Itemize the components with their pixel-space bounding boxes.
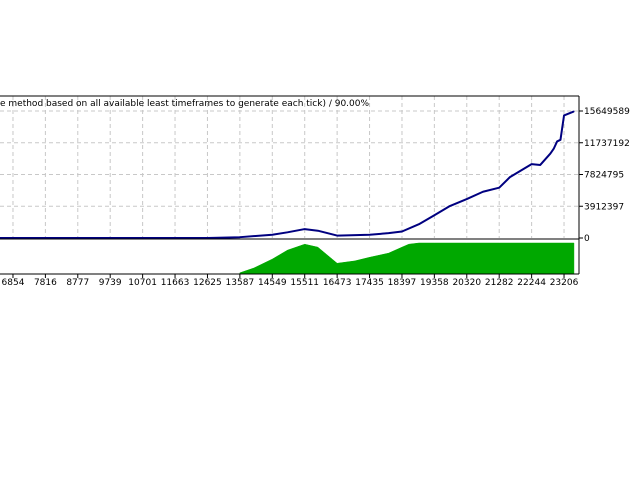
x-tick-label: 10701	[128, 278, 157, 288]
x-tick-label: 15511	[290, 278, 319, 288]
equity-point	[12, 237, 14, 239]
equity-point	[271, 234, 273, 236]
equity-line	[0, 110, 575, 239]
equity-point	[498, 187, 500, 189]
x-tick-label: 7816	[34, 278, 57, 288]
equity-point	[174, 237, 176, 239]
equity-point	[433, 214, 435, 216]
y-axis: 15649589 11737192 7824795 3912397 0	[579, 107, 630, 244]
equity-point	[368, 234, 371, 236]
x-tick-label: 21282	[485, 278, 514, 288]
x-tick-label: 13587	[226, 278, 255, 288]
x-tick-label: 19358	[420, 278, 449, 288]
equity-point	[317, 230, 319, 232]
equity-point	[531, 163, 533, 165]
y-tick-label: 0	[584, 234, 590, 244]
y-tick-label: 7824795	[584, 171, 624, 181]
x-tick-label: 11663	[161, 278, 190, 288]
equity-point	[482, 191, 484, 193]
equity-point	[239, 236, 241, 238]
y-tick-label: 3912397	[584, 202, 624, 212]
x-tick-label: 16473	[323, 278, 352, 288]
equity-point	[401, 230, 403, 233]
equity-point	[387, 232, 390, 234]
x-tick-label: 14549	[258, 278, 287, 288]
chart-frame	[0, 95, 580, 275]
equity-point	[448, 205, 450, 207]
equity-point	[109, 237, 111, 239]
equity-point	[556, 140, 558, 143]
x-tick-label: 6854	[2, 278, 25, 288]
equity-series	[0, 110, 575, 239]
chart-title: e method based on all available least ti…	[0, 99, 369, 109]
equity-point	[509, 176, 511, 178]
equity-point	[336, 234, 338, 237]
equity-point	[304, 228, 306, 230]
x-tick-label: 9739	[99, 278, 122, 288]
volume-area	[239, 242, 575, 275]
x-tick-label: 12625	[193, 278, 222, 288]
equity-point	[553, 148, 555, 150]
x-tick-label: 20320	[452, 278, 481, 288]
equity-point	[559, 139, 562, 141]
equity-point	[466, 198, 468, 200]
x-tick-label: 23206	[550, 278, 579, 288]
x-tick-label: 22244	[517, 278, 546, 288]
equity-point	[286, 231, 289, 233]
equity-point	[549, 153, 551, 155]
volume-panel	[239, 242, 575, 275]
x-tick-label: 18397	[388, 278, 417, 288]
equity-point	[142, 237, 144, 239]
equity-point	[539, 164, 541, 166]
x-tick-label: 17435	[355, 278, 384, 288]
equity-point	[44, 237, 46, 239]
x-tick-label: 8777	[66, 278, 89, 288]
y-tick-label: 11737192	[584, 139, 630, 149]
equity-point	[418, 223, 420, 225]
equity-point	[573, 110, 575, 113]
equity-point	[206, 237, 209, 239]
x-axis: 6854 7816 8777 9739 10701 11663 12625 13587 1454…	[2, 274, 579, 288]
equity-point	[77, 237, 79, 239]
y-tick-label: 15649589	[584, 107, 630, 117]
equity-point	[563, 114, 565, 117]
